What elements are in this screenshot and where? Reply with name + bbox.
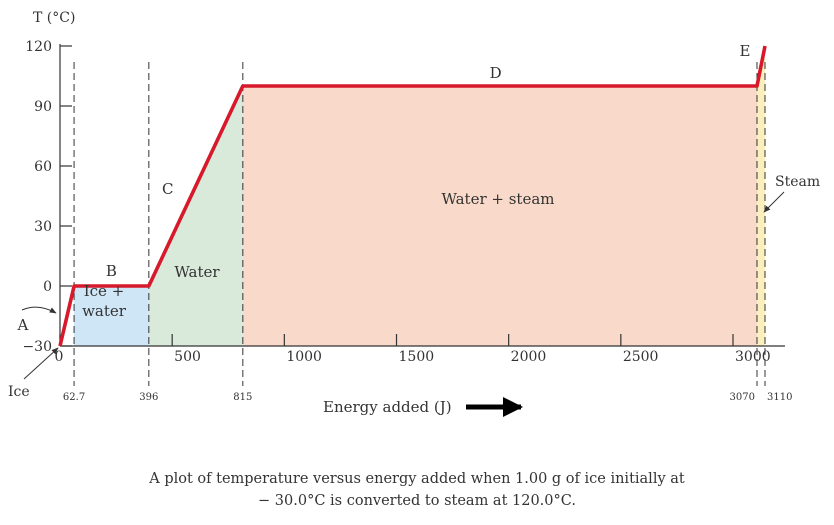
segment-label-A: A (17, 316, 29, 334)
x-tick-label-500: 500 (174, 349, 201, 365)
dashed-guides (73, 62, 766, 386)
figure-caption-line-1: A plot of temperature versus energy adde… (149, 471, 685, 487)
x-tick-label-0: 0 (55, 349, 64, 365)
segment-label-D: D (490, 64, 502, 82)
ice-annotation: Ice (8, 384, 30, 400)
x-tick-label-2500: 2500 (623, 349, 659, 365)
steam-annotation-arrow (763, 191, 785, 213)
ice-annotation-arrow (23, 347, 59, 380)
marker-label-396: 396 (139, 392, 158, 403)
region-4 (757, 46, 765, 346)
y-tick-label-0: 0 (43, 279, 52, 295)
marker-label-815: 815 (233, 392, 252, 403)
x-tick-label-2000: 2000 (511, 349, 547, 365)
y-tick-label-120: 120 (25, 39, 52, 55)
segment-label-E: E (740, 42, 751, 60)
region-2 (148, 86, 243, 346)
shaded-regions (74, 46, 765, 346)
region-label-1-1: Ice + (84, 282, 125, 300)
x-tick-label-3000: 3000 (735, 349, 771, 365)
region-label-3-1: Water + steam (441, 190, 554, 208)
y-tick-label-60: 60 (34, 159, 52, 175)
segment-a-arrow (21, 306, 57, 314)
x-axis-title: Energy added (J) (323, 398, 452, 416)
temperature-curve (58, 45, 767, 347)
y-tick-label-90: 90 (34, 99, 52, 115)
marker-label-3110: 3110 (767, 392, 792, 403)
y-tick-label--30: −30 (22, 339, 52, 355)
x-tick-label-1000: 1000 (286, 349, 322, 365)
chart-labels: 62.7 396 815 3070 3110 A B C D E Ice + water Water Wa… (17, 42, 793, 403)
region-label-2-1: Water (174, 263, 220, 281)
figure-caption-line-2: − 30.0°C is converted to steam at 120.0°… (258, 493, 576, 509)
segment-label-C: C (162, 180, 173, 198)
y-axis-title: T (°C) (33, 10, 75, 26)
region-3 (242, 86, 757, 346)
marker-label-3070: 3070 (730, 392, 755, 403)
y-tick-label-30: 30 (34, 219, 52, 235)
steam-annotation: Steam (775, 174, 820, 190)
region-1 (74, 286, 149, 346)
x-tick-label-1500: 1500 (399, 349, 435, 365)
segment-label-B: B (106, 262, 117, 280)
region-label-1-2: water (82, 302, 127, 320)
marker-label-62.7: 62.7 (63, 392, 85, 403)
